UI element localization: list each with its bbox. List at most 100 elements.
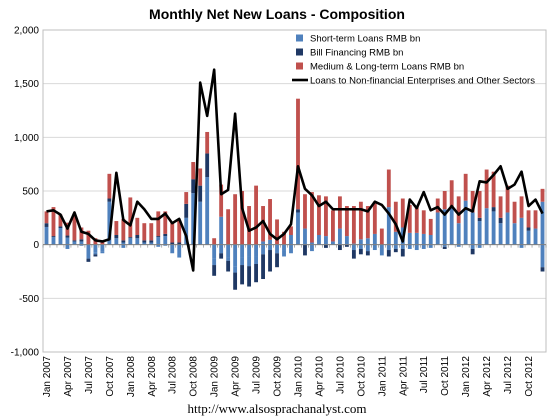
bar-s2-62 bbox=[477, 191, 482, 218]
bar-s0-15 bbox=[149, 242, 154, 245]
bar-s0-56 bbox=[435, 212, 440, 245]
bar-s2-32 bbox=[268, 199, 272, 240]
x-tick-label-14: Jul 2010 bbox=[335, 356, 346, 394]
bar-s0n-31 bbox=[261, 244, 265, 255]
bar-s2-44 bbox=[351, 206, 356, 244]
bars bbox=[44, 98, 545, 290]
bar-s2-59 bbox=[456, 196, 461, 224]
bar-s2-68 bbox=[519, 196, 524, 218]
bar-s2-9 bbox=[107, 173, 112, 199]
bar-s0-52 bbox=[407, 232, 412, 245]
legend-label-0: Short-term Loans RMB bn bbox=[310, 34, 420, 45]
bar-s0-48 bbox=[379, 244, 384, 256]
bar-s0-37 bbox=[303, 228, 307, 245]
bar-s2-1 bbox=[51, 207, 56, 237]
bar-s1-27 bbox=[233, 272, 238, 290]
bar-s1-11 bbox=[121, 240, 126, 243]
bar-s1-30 bbox=[254, 263, 258, 283]
bar-s0n-26 bbox=[226, 257, 231, 261]
bar-s0n-35 bbox=[289, 244, 293, 254]
bar-s0-10 bbox=[114, 238, 119, 245]
bar-s1-49 bbox=[386, 250, 391, 257]
bar-s1-69 bbox=[526, 227, 531, 231]
legend-label-3: Loans to Non-financial Enterprises and O… bbox=[310, 76, 535, 87]
bar-s2-69 bbox=[526, 210, 531, 228]
bar-s0-14 bbox=[142, 242, 147, 245]
bar-s0n-7 bbox=[93, 252, 98, 255]
bar-s0-21 bbox=[191, 193, 196, 245]
legend-label-2: Medium & Long-term Loans RMB bn bbox=[310, 62, 464, 73]
bar-s1-37 bbox=[303, 244, 307, 256]
series-line bbox=[46, 68, 544, 272]
x-tick-label-22: Jul 2012 bbox=[503, 356, 514, 394]
bar-s1-51 bbox=[400, 248, 405, 257]
bar-s0n-30 bbox=[254, 256, 258, 264]
bar-s2-23 bbox=[205, 131, 210, 154]
x-tick-label-21: Apr 2012 bbox=[482, 356, 493, 397]
bar-s0-11 bbox=[121, 242, 126, 245]
legend: Short-term Loans RMB bn Bill Financing RM… bbox=[292, 34, 535, 87]
x-tick-label-12: Jan 2010 bbox=[293, 356, 304, 398]
bar-s2-38 bbox=[310, 192, 314, 243]
bar-s1-44 bbox=[351, 250, 356, 259]
bar-s0-3 bbox=[65, 237, 70, 245]
bar-s0n-68 bbox=[519, 244, 524, 248]
chart-title: Monthly Net New Loans - Composition bbox=[149, 6, 405, 22]
bar-s1-29 bbox=[247, 266, 252, 287]
plot-area-border bbox=[42, 29, 547, 353]
bar-s1-3 bbox=[65, 235, 70, 238]
bar-s0n-32 bbox=[268, 244, 272, 251]
bar-s2-63 bbox=[484, 169, 489, 209]
bar-s2-2 bbox=[58, 214, 63, 227]
bar-s0-57 bbox=[442, 209, 447, 245]
bar-s0-70 bbox=[533, 228, 538, 245]
bar-s0n-62 bbox=[477, 244, 482, 248]
y-tick-label-0: -1,000 bbox=[11, 348, 40, 359]
bar-s1-22 bbox=[198, 185, 203, 202]
bar-s0n-51 bbox=[400, 244, 405, 249]
bar-s0-61 bbox=[470, 212, 475, 245]
bar-s2-29 bbox=[247, 206, 252, 245]
bar-s1-43 bbox=[344, 244, 349, 247]
bar-s2-19 bbox=[177, 221, 182, 243]
y-tick-label-1: -500 bbox=[19, 294, 39, 305]
bar-s0-12 bbox=[128, 238, 133, 245]
bar-s0-22 bbox=[198, 201, 203, 245]
bar-s1-64 bbox=[491, 207, 496, 212]
bar-s0n-55 bbox=[428, 244, 433, 248]
bar-s2-47 bbox=[372, 201, 377, 234]
bar-s1-33 bbox=[275, 253, 279, 268]
x-tick-label-3: Oct 2007 bbox=[105, 356, 116, 397]
bar-s0-2 bbox=[58, 228, 63, 245]
bar-s0-7 bbox=[93, 244, 98, 253]
bar-s2-58 bbox=[449, 180, 454, 208]
bar-s0n-11 bbox=[121, 244, 126, 248]
bar-s2-22 bbox=[198, 168, 203, 186]
bar-s0-49 bbox=[386, 207, 391, 245]
y-tick-label-5: 1,500 bbox=[14, 79, 39, 90]
x-tick-label-13: Apr 2010 bbox=[314, 356, 325, 397]
bar-s0-59 bbox=[456, 223, 461, 245]
bar-s1-2 bbox=[58, 226, 63, 229]
bar-s0n-49 bbox=[386, 244, 391, 251]
bar-s2-53 bbox=[414, 207, 419, 233]
bar-s2-16 bbox=[156, 211, 161, 237]
y-tick-label-4: 1,000 bbox=[14, 133, 39, 144]
x-tick-label-23: Oct 2012 bbox=[524, 356, 535, 397]
legend-swatch-0 bbox=[296, 34, 303, 42]
bar-s1-31 bbox=[261, 254, 265, 280]
legend-swatch-1 bbox=[296, 48, 303, 56]
bar-s0-50 bbox=[393, 231, 398, 245]
bar-s2-24 bbox=[212, 238, 217, 245]
x-tick-label-1: Apr 2007 bbox=[63, 356, 74, 397]
bar-s1-5 bbox=[79, 239, 84, 242]
x-tick-label-0: Jan 2007 bbox=[42, 356, 53, 398]
y-tick-labels: -1,000 -500 0 500 1,000 1,500 2,000 bbox=[11, 26, 40, 359]
bar-s0-31 bbox=[261, 241, 265, 245]
bar-s1-42 bbox=[337, 244, 342, 251]
bar-s0-0 bbox=[44, 226, 49, 245]
bar-s2-37 bbox=[303, 194, 307, 229]
bar-s0n-33 bbox=[275, 244, 279, 254]
bar-s2-57 bbox=[442, 191, 447, 210]
bar-s1-40 bbox=[324, 244, 328, 248]
